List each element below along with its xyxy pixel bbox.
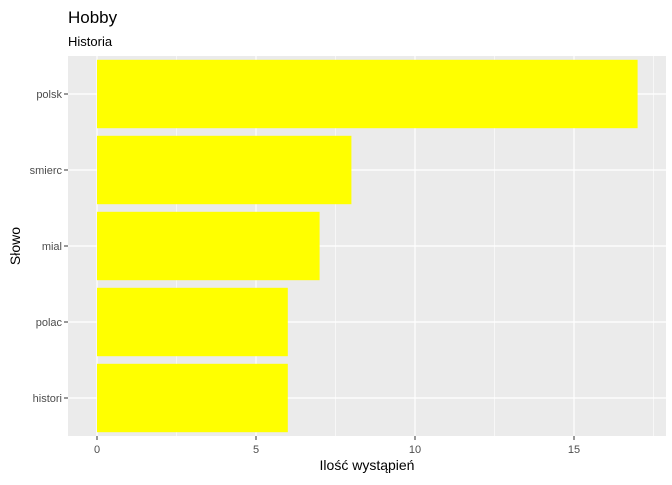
y-axis-title: Słowo — [7, 227, 23, 265]
bar-polac — [97, 287, 288, 357]
y-tick-label: mial — [42, 241, 62, 253]
y-tick-label: histori — [33, 393, 62, 405]
bar-polsk — [97, 59, 638, 129]
y-tick-label: polac — [36, 317, 63, 329]
x-tick-label: 10 — [409, 444, 421, 456]
x-tick-label: 0 — [94, 444, 100, 456]
x-axis-title: Ilość wystąpień — [320, 457, 415, 473]
chart-subtitle: Historia — [68, 34, 113, 49]
bars — [97, 59, 638, 433]
axes: 0 5 10 15 polsk smierc mial polac histori — [30, 89, 581, 456]
bar-smierc — [97, 135, 352, 205]
bar-histori — [97, 363, 288, 433]
y-tick-label: smierc — [30, 165, 63, 177]
chart-title: Hobby — [68, 8, 118, 27]
x-tick-label: 15 — [568, 444, 580, 456]
bar-mial — [97, 211, 320, 281]
x-tick-label: 5 — [253, 444, 259, 456]
y-tick-label: polsk — [36, 89, 62, 101]
